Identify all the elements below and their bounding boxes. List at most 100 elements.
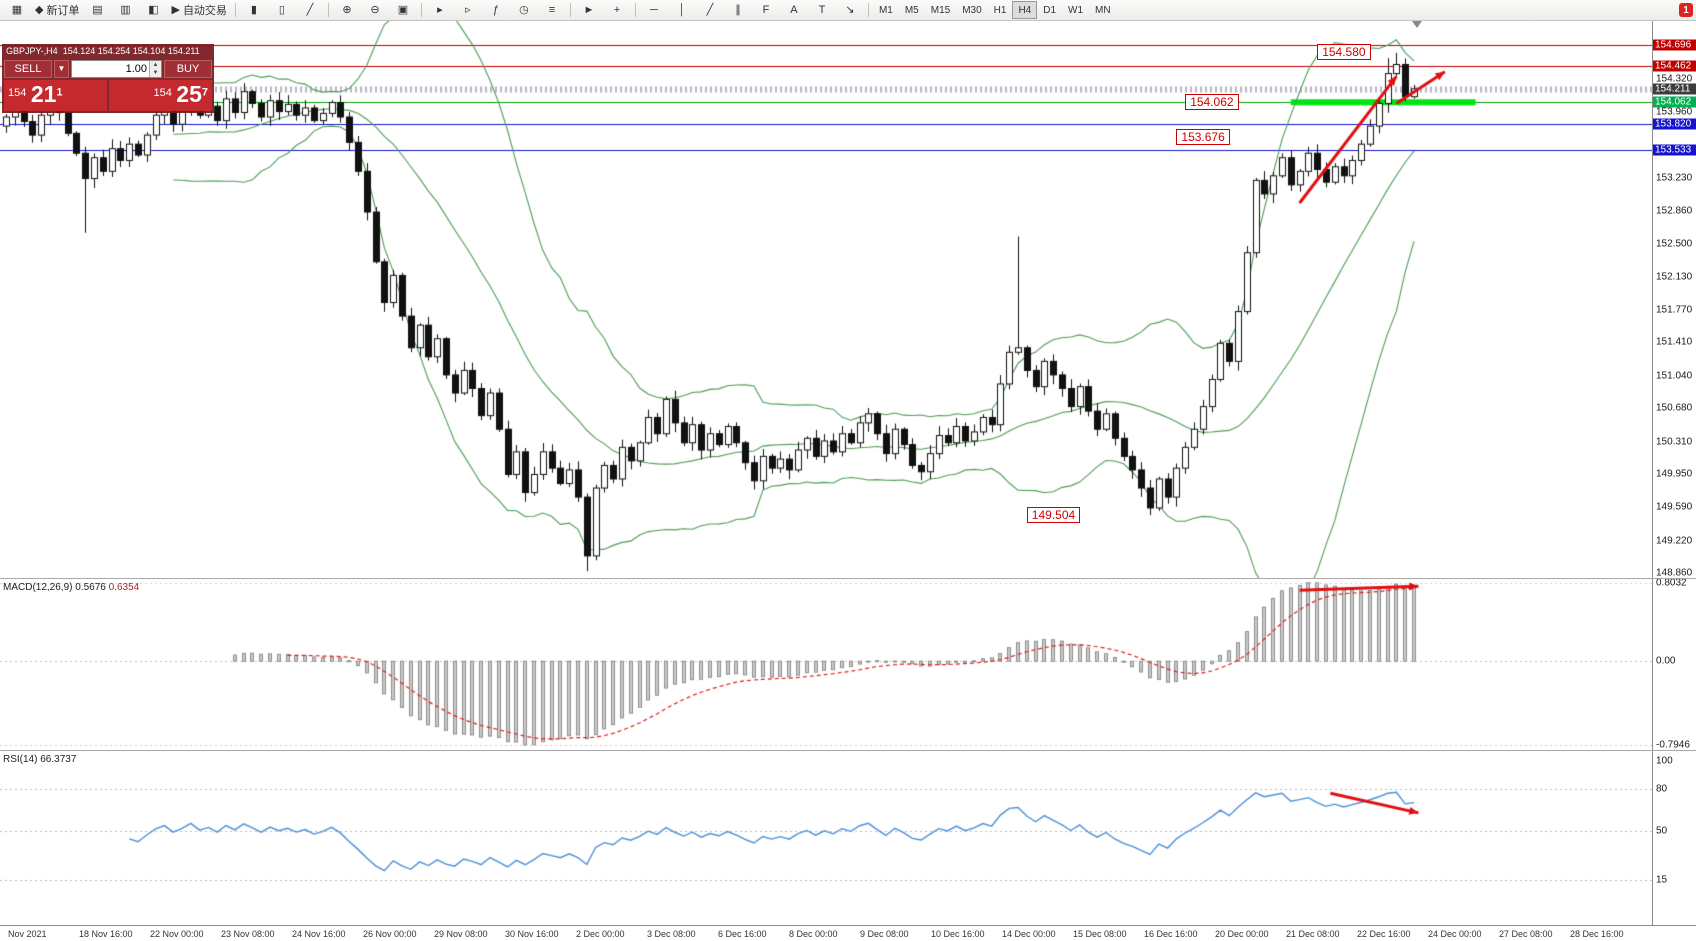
- time-axis-label: 20 Dec 00:00: [1215, 929, 1269, 939]
- time-axis-label: 29 Nov 08:00: [434, 929, 488, 939]
- indicators-button[interactable]: ƒ: [482, 0, 510, 20]
- templates-button[interactable]: ≡: [538, 0, 566, 20]
- price-scale-tick: 152.500: [1656, 238, 1693, 250]
- market-watch-button[interactable]: ▥: [111, 0, 139, 20]
- charts-icon: ▤: [92, 3, 103, 16]
- time-axis-label: 2 Dec 00:00: [576, 929, 625, 939]
- price-scale-tag: 154.062: [1653, 96, 1696, 108]
- tile-windows-button[interactable]: ▣: [389, 0, 417, 20]
- timeframe-h1-button[interactable]: H1: [993, 4, 1007, 16]
- chart-shift-marker[interactable]: [1412, 21, 1422, 28]
- toolbar-separator: [867, 3, 869, 17]
- new-chart-button[interactable]: ▦: [3, 0, 31, 20]
- buy-price[interactable]: 154 257: [109, 80, 212, 111]
- bar-chart-button[interactable]: ▮: [240, 0, 268, 20]
- text-button[interactable]: A: [780, 0, 808, 20]
- arrows-icon: ↘: [845, 3, 855, 16]
- notification-badge[interactable]: 1: [1679, 3, 1693, 17]
- price-annotation-label[interactable]: 154.062: [1185, 94, 1239, 111]
- price-scale-tick: 0.8032: [1656, 577, 1687, 589]
- rsi-panel-divider[interactable]: [0, 750, 1696, 751]
- crosshair-button[interactable]: +: [603, 0, 631, 20]
- toolbar-separator: [569, 3, 571, 17]
- price-scale[interactable]: 154.320 153.960 153.230 152.860 152.500 152.1…: [1652, 20, 1696, 925]
- price-annotation-label[interactable]: 149.504: [1026, 506, 1081, 523]
- periods-icon: ◷: [519, 3, 529, 16]
- volume-input[interactable]: [72, 61, 149, 77]
- charts-button[interactable]: ▤: [83, 0, 111, 20]
- price-scale-tick: 151.770: [1656, 304, 1693, 316]
- time-axis-label: 23 Nov 08:00: [221, 929, 275, 939]
- symbol-label: GBPJPY-,H4: [6, 46, 58, 56]
- price-scale-tick: 148.860: [1656, 567, 1693, 579]
- candlestick-chart-icon: ▯: [278, 3, 285, 16]
- price-scale-tick: 80: [1656, 783, 1668, 795]
- arrows-button[interactable]: ↘: [836, 0, 864, 20]
- volume-down-icon[interactable]: ▼: [150, 69, 161, 77]
- sell-price[interactable]: 154 211: [4, 80, 107, 111]
- tile-windows-icon: ▣: [397, 3, 409, 16]
- time-axis-label: 3 Dec 08:00: [647, 929, 696, 939]
- price-scale-tick: 149.220: [1656, 535, 1693, 547]
- vertical-line-button[interactable]: │: [668, 0, 696, 20]
- time-axis[interactable]: Nov 2021 18 Nov 16:00 22 Nov 00:00 23 Nov 0…: [0, 925, 1696, 941]
- time-axis-label: 14 Dec 00:00: [1002, 929, 1056, 939]
- zoom-out-button[interactable]: ⊖: [361, 0, 389, 20]
- timeframe-m30-button[interactable]: M30: [962, 4, 982, 16]
- volume-field: ▲ ▼: [71, 60, 162, 78]
- price-scale-tick: 150.680: [1656, 402, 1693, 414]
- trendline-button[interactable]: ╱: [696, 0, 724, 20]
- time-axis-label: 24 Dec 00:00: [1428, 929, 1482, 939]
- volume-spinner[interactable]: ▲ ▼: [149, 61, 161, 77]
- sell-button[interactable]: SELL: [4, 60, 52, 78]
- price-scale-tick: -0.7946: [1656, 739, 1690, 751]
- rsi-label: RSI(14) 66.3737: [3, 754, 77, 765]
- zoom-in-button[interactable]: ⊕: [333, 0, 361, 20]
- timeframe-m5-button[interactable]: M5: [904, 4, 919, 16]
- price-annotation-label[interactable]: 154.580: [1317, 43, 1371, 60]
- new-order-icon: ◆: [35, 3, 44, 16]
- label-icon: T: [818, 3, 826, 16]
- time-axis-label: Nov 2021: [8, 929, 47, 939]
- price-scale-tag: 153.533: [1653, 144, 1696, 156]
- timeframe-m1-button[interactable]: M1: [878, 4, 893, 16]
- chart-shift-icon: ▹: [465, 3, 471, 16]
- label-button[interactable]: T: [808, 0, 836, 20]
- buy-button[interactable]: BUY: [164, 60, 212, 78]
- ohlc-values: 154.124 154.254 154.104 154.211: [62, 46, 200, 56]
- order-type-dropdown[interactable]: ▼: [54, 60, 69, 78]
- macd-label: MACD(12,26,9) 0.5676 0.6354: [3, 582, 140, 593]
- timeframe-d1-button[interactable]: D1: [1043, 4, 1057, 16]
- time-axis-label: 16 Dec 16:00: [1144, 929, 1198, 939]
- time-axis-label: 6 Dec 16:00: [718, 929, 767, 939]
- price-scale-tick: 150.310: [1656, 436, 1693, 448]
- timeframe-h4-button[interactable]: H4: [1012, 1, 1038, 19]
- timeframe-w1-button[interactable]: W1: [1068, 4, 1084, 16]
- auto-scroll-button[interactable]: ▸: [426, 0, 454, 20]
- time-axis-label: 28 Dec 16:00: [1570, 929, 1624, 939]
- navigator-button[interactable]: ◧: [139, 0, 167, 20]
- macd-panel-divider[interactable]: [0, 578, 1696, 579]
- time-axis-label: 21 Dec 08:00: [1286, 929, 1340, 939]
- channel-button[interactable]: ∥: [724, 0, 752, 20]
- new-order-button[interactable]: ◆ 新订单: [31, 0, 83, 20]
- one-click-trade-panel: GBPJPY-,H4 154.124 154.254 154.104 154.2…: [2, 44, 214, 113]
- autotrading-button[interactable]: ▶ 自动交易: [167, 0, 230, 20]
- cursor-icon: ►: [583, 3, 595, 16]
- timeframe-m15-button[interactable]: M15: [930, 4, 951, 16]
- candlestick-chart-button[interactable]: ▯: [268, 0, 296, 20]
- price-scale-tick: 151.410: [1656, 336, 1693, 348]
- chart-shift-button[interactable]: ▹: [454, 0, 482, 20]
- horizontal-line-button[interactable]: ─: [640, 0, 668, 20]
- periods-button[interactable]: ◷: [510, 0, 538, 20]
- timeframe-mn-button[interactable]: MN: [1095, 4, 1111, 16]
- price-annotation-label[interactable]: 153.676: [1176, 129, 1230, 146]
- market-watch-icon: ▥: [120, 3, 131, 16]
- volume-up-icon[interactable]: ▲: [150, 61, 161, 69]
- line-chart-button[interactable]: ╱: [296, 0, 324, 20]
- cursor-button[interactable]: ►: [575, 0, 603, 20]
- bar-chart-icon: ▮: [250, 3, 257, 16]
- fibonacci-button[interactable]: F: [752, 0, 780, 20]
